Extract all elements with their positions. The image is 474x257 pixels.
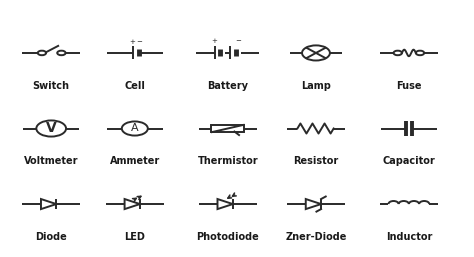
- Text: Thermistor: Thermistor: [197, 156, 258, 166]
- Text: Photodiode: Photodiode: [196, 232, 259, 242]
- Text: Cell: Cell: [124, 81, 145, 91]
- Text: +: +: [129, 39, 135, 45]
- Text: LED: LED: [124, 232, 145, 242]
- Text: −: −: [235, 38, 241, 44]
- Text: Ammeter: Ammeter: [109, 156, 160, 166]
- Text: Voltmeter: Voltmeter: [24, 156, 78, 166]
- Text: V: V: [46, 121, 56, 135]
- Text: Lamp: Lamp: [301, 81, 331, 91]
- Text: Fuse: Fuse: [396, 81, 421, 91]
- Text: A: A: [131, 123, 138, 133]
- Text: Inductor: Inductor: [386, 232, 432, 242]
- Text: Zner-Diode: Zner-Diode: [285, 232, 346, 242]
- Text: +: +: [211, 38, 217, 44]
- Text: Diode: Diode: [36, 232, 67, 242]
- Text: Battery: Battery: [207, 81, 248, 91]
- Text: Switch: Switch: [33, 81, 70, 91]
- Text: −: −: [137, 39, 142, 45]
- Bar: [211, 125, 245, 132]
- Text: Capacitor: Capacitor: [383, 156, 435, 166]
- Text: Resistor: Resistor: [293, 156, 338, 166]
